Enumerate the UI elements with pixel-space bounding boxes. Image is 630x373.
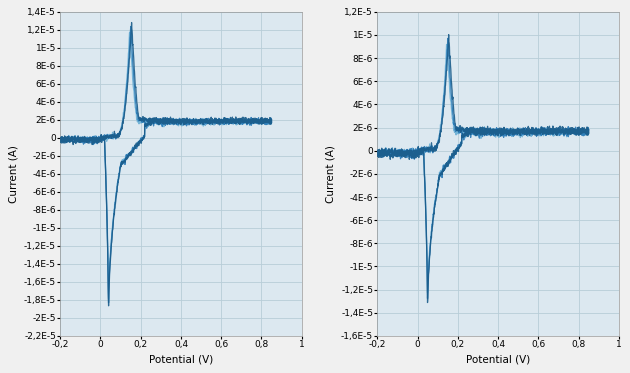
X-axis label: Potential (V): Potential (V) [149,355,213,365]
Y-axis label: Current (A): Current (A) [326,145,335,203]
X-axis label: Potential (V): Potential (V) [466,355,530,365]
Y-axis label: Current (A): Current (A) [8,145,18,203]
